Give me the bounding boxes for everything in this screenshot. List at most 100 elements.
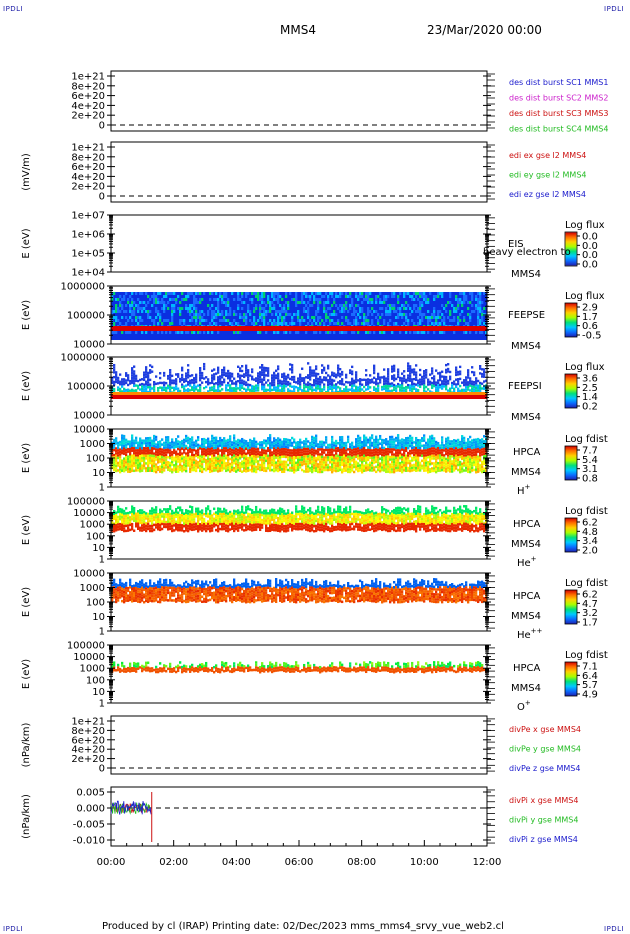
y-tick-label: 10 — [92, 612, 105, 623]
y-tick-label: 0 — [99, 764, 105, 775]
instrument-label: HPCA — [513, 447, 541, 458]
colorbar-tick-label: 1.7 — [582, 618, 598, 629]
panel-hpca_o — [107, 644, 580, 704]
panel-eis — [107, 214, 580, 273]
y-tick-label: 10000 — [73, 340, 105, 351]
y-tick-label: 4e+20 — [71, 745, 105, 756]
legend-entry: des dist burst SC2 MMS2 — [509, 94, 608, 103]
y-tick-label: 6e+20 — [71, 735, 105, 746]
colorbar-tick-label: 0.2 — [582, 402, 598, 413]
instrument-label: EIS — [508, 239, 524, 250]
spacecraft-label: MMS4 — [511, 467, 541, 478]
species-label: O+ — [517, 699, 531, 713]
colorbar-tick-label: 1.7 — [582, 312, 598, 323]
colorbar-tick-label: 7.7 — [582, 446, 598, 457]
spacecraft-label: MMS4 — [511, 269, 541, 280]
y-tick-label: 1000 — [80, 520, 105, 531]
spacecraft-label: MMS4 — [511, 341, 541, 352]
y-tick-label: 1e+05 — [71, 249, 105, 260]
panel-des_dist — [107, 70, 495, 132]
y-tick-label: 8e+20 — [71, 81, 105, 92]
y-tick-label: 1 — [99, 627, 105, 638]
y-tick-label: 10000 — [73, 508, 105, 519]
colorbar-title: Log fdist — [565, 578, 608, 589]
overlay-label: heavy electron to — [483, 247, 571, 258]
legend-entry: des dist burst SC1 MMS1 — [509, 78, 608, 87]
y-tick-label: 1e+07 — [71, 211, 105, 222]
colorbar-tick-label: 1.4 — [582, 392, 598, 403]
instrument-label: HPCA — [513, 663, 541, 674]
y-tick-label: 100 — [86, 454, 105, 465]
y-tick-label: 2e+20 — [71, 111, 105, 122]
colorbar-title: Log flux — [565, 220, 605, 231]
panel-edi — [107, 141, 495, 203]
y-tick-label: 1e+04 — [71, 268, 105, 279]
colorbar-tick-label: 5.4 — [582, 455, 598, 466]
y-tick-label: 8e+20 — [71, 152, 105, 163]
y-tick-label: 6e+20 — [71, 91, 105, 102]
colorbar — [564, 445, 578, 481]
y-tick-label: 100000 — [67, 311, 105, 322]
y-axis-label: E (eV) — [21, 515, 32, 545]
colorbar-tick-label: 3.4 — [582, 536, 598, 547]
colorbar — [564, 373, 578, 409]
y-tick-label: 4e+20 — [71, 101, 105, 112]
y-axis-label: E (eV) — [21, 228, 32, 258]
colorbar — [564, 589, 578, 625]
colorbar-tick-label: -0.5 — [582, 331, 602, 342]
y-tick-label: 2e+20 — [71, 182, 105, 193]
y-tick-label: 1000 — [80, 439, 105, 450]
legend-entry: des dist burst SC4 MMS4 — [509, 125, 608, 134]
y-axis-label: (nPa/km) — [21, 794, 32, 839]
colorbar — [564, 302, 578, 338]
colorbar-tick-label: 3.1 — [582, 464, 598, 475]
panel-hpca_he — [107, 500, 580, 560]
y-tick-label: -0.005 — [73, 820, 105, 831]
colorbar-tick-label: 2.5 — [582, 383, 598, 394]
panel-hpca_hepp — [107, 572, 580, 632]
y-tick-label: 1000000 — [60, 282, 105, 293]
series-z-trace — [110, 800, 152, 815]
species-label: He++ — [517, 627, 543, 641]
y-tick-label: 10 — [92, 687, 105, 698]
panel-frame — [110, 644, 488, 704]
legend-entry: edi ez gse l2 MMS4 — [509, 190, 586, 199]
spectrogram-low-energy-band — [111, 395, 487, 399]
time-tick-label: 08:00 — [347, 857, 376, 868]
corner-mark-top-right: IPDLI — [604, 5, 625, 13]
instrument-label: HPCA — [513, 519, 541, 530]
y-tick-label: 10000 — [73, 569, 105, 580]
y-axis-label: (nPa/km) — [21, 723, 32, 768]
y-tick-label: 0 — [99, 192, 105, 203]
colorbar-tick-label: 6.4 — [582, 671, 598, 682]
legend-entry: des dist burst SC3 MMS3 — [509, 109, 608, 118]
y-tick-label: 1e+21 — [71, 72, 105, 83]
time-tick-label: 10:00 — [410, 857, 439, 868]
colorbar-title: Log fdist — [565, 434, 608, 445]
y-tick-label: 10000 — [73, 652, 105, 663]
colorbar-tick-label: 4.9 — [582, 690, 598, 701]
y-axis-label: E (eV) — [21, 443, 32, 473]
spacecraft-label: MMS4 — [511, 683, 541, 694]
y-tick-label: -0.010 — [73, 836, 105, 847]
corner-mark-top-left: IPDLI — [3, 5, 24, 13]
footer-credits: Produced by cl (IRAP) Printing date: 02/… — [102, 921, 504, 932]
species-label: H+ — [517, 483, 531, 497]
legend-entry: divPi x gse MMS4 — [509, 796, 578, 805]
colorbar-tick-label: 0.0 — [582, 232, 598, 243]
y-tick-label: 10 — [92, 468, 105, 479]
header-date: 23/Mar/2020 00:00 — [427, 23, 542, 37]
y-tick-label: 2e+20 — [71, 754, 105, 765]
y-tick-label: 1 — [99, 699, 105, 710]
legend-entry: divPe y gse MMS4 — [509, 745, 581, 754]
y-tick-label: 100 — [86, 531, 105, 542]
colorbar-tick-label: 4.8 — [582, 527, 598, 538]
colorbar-tick-label: 3.6 — [582, 374, 598, 385]
y-axis-label: E (eV) — [21, 371, 32, 401]
y-tick-label: 1e+21 — [71, 717, 105, 728]
panel-divpe — [107, 715, 495, 775]
spectrogram-low-energy-band — [111, 326, 487, 331]
y-tick-label: 100000 — [67, 382, 105, 393]
y-tick-label: 0 — [99, 121, 105, 132]
